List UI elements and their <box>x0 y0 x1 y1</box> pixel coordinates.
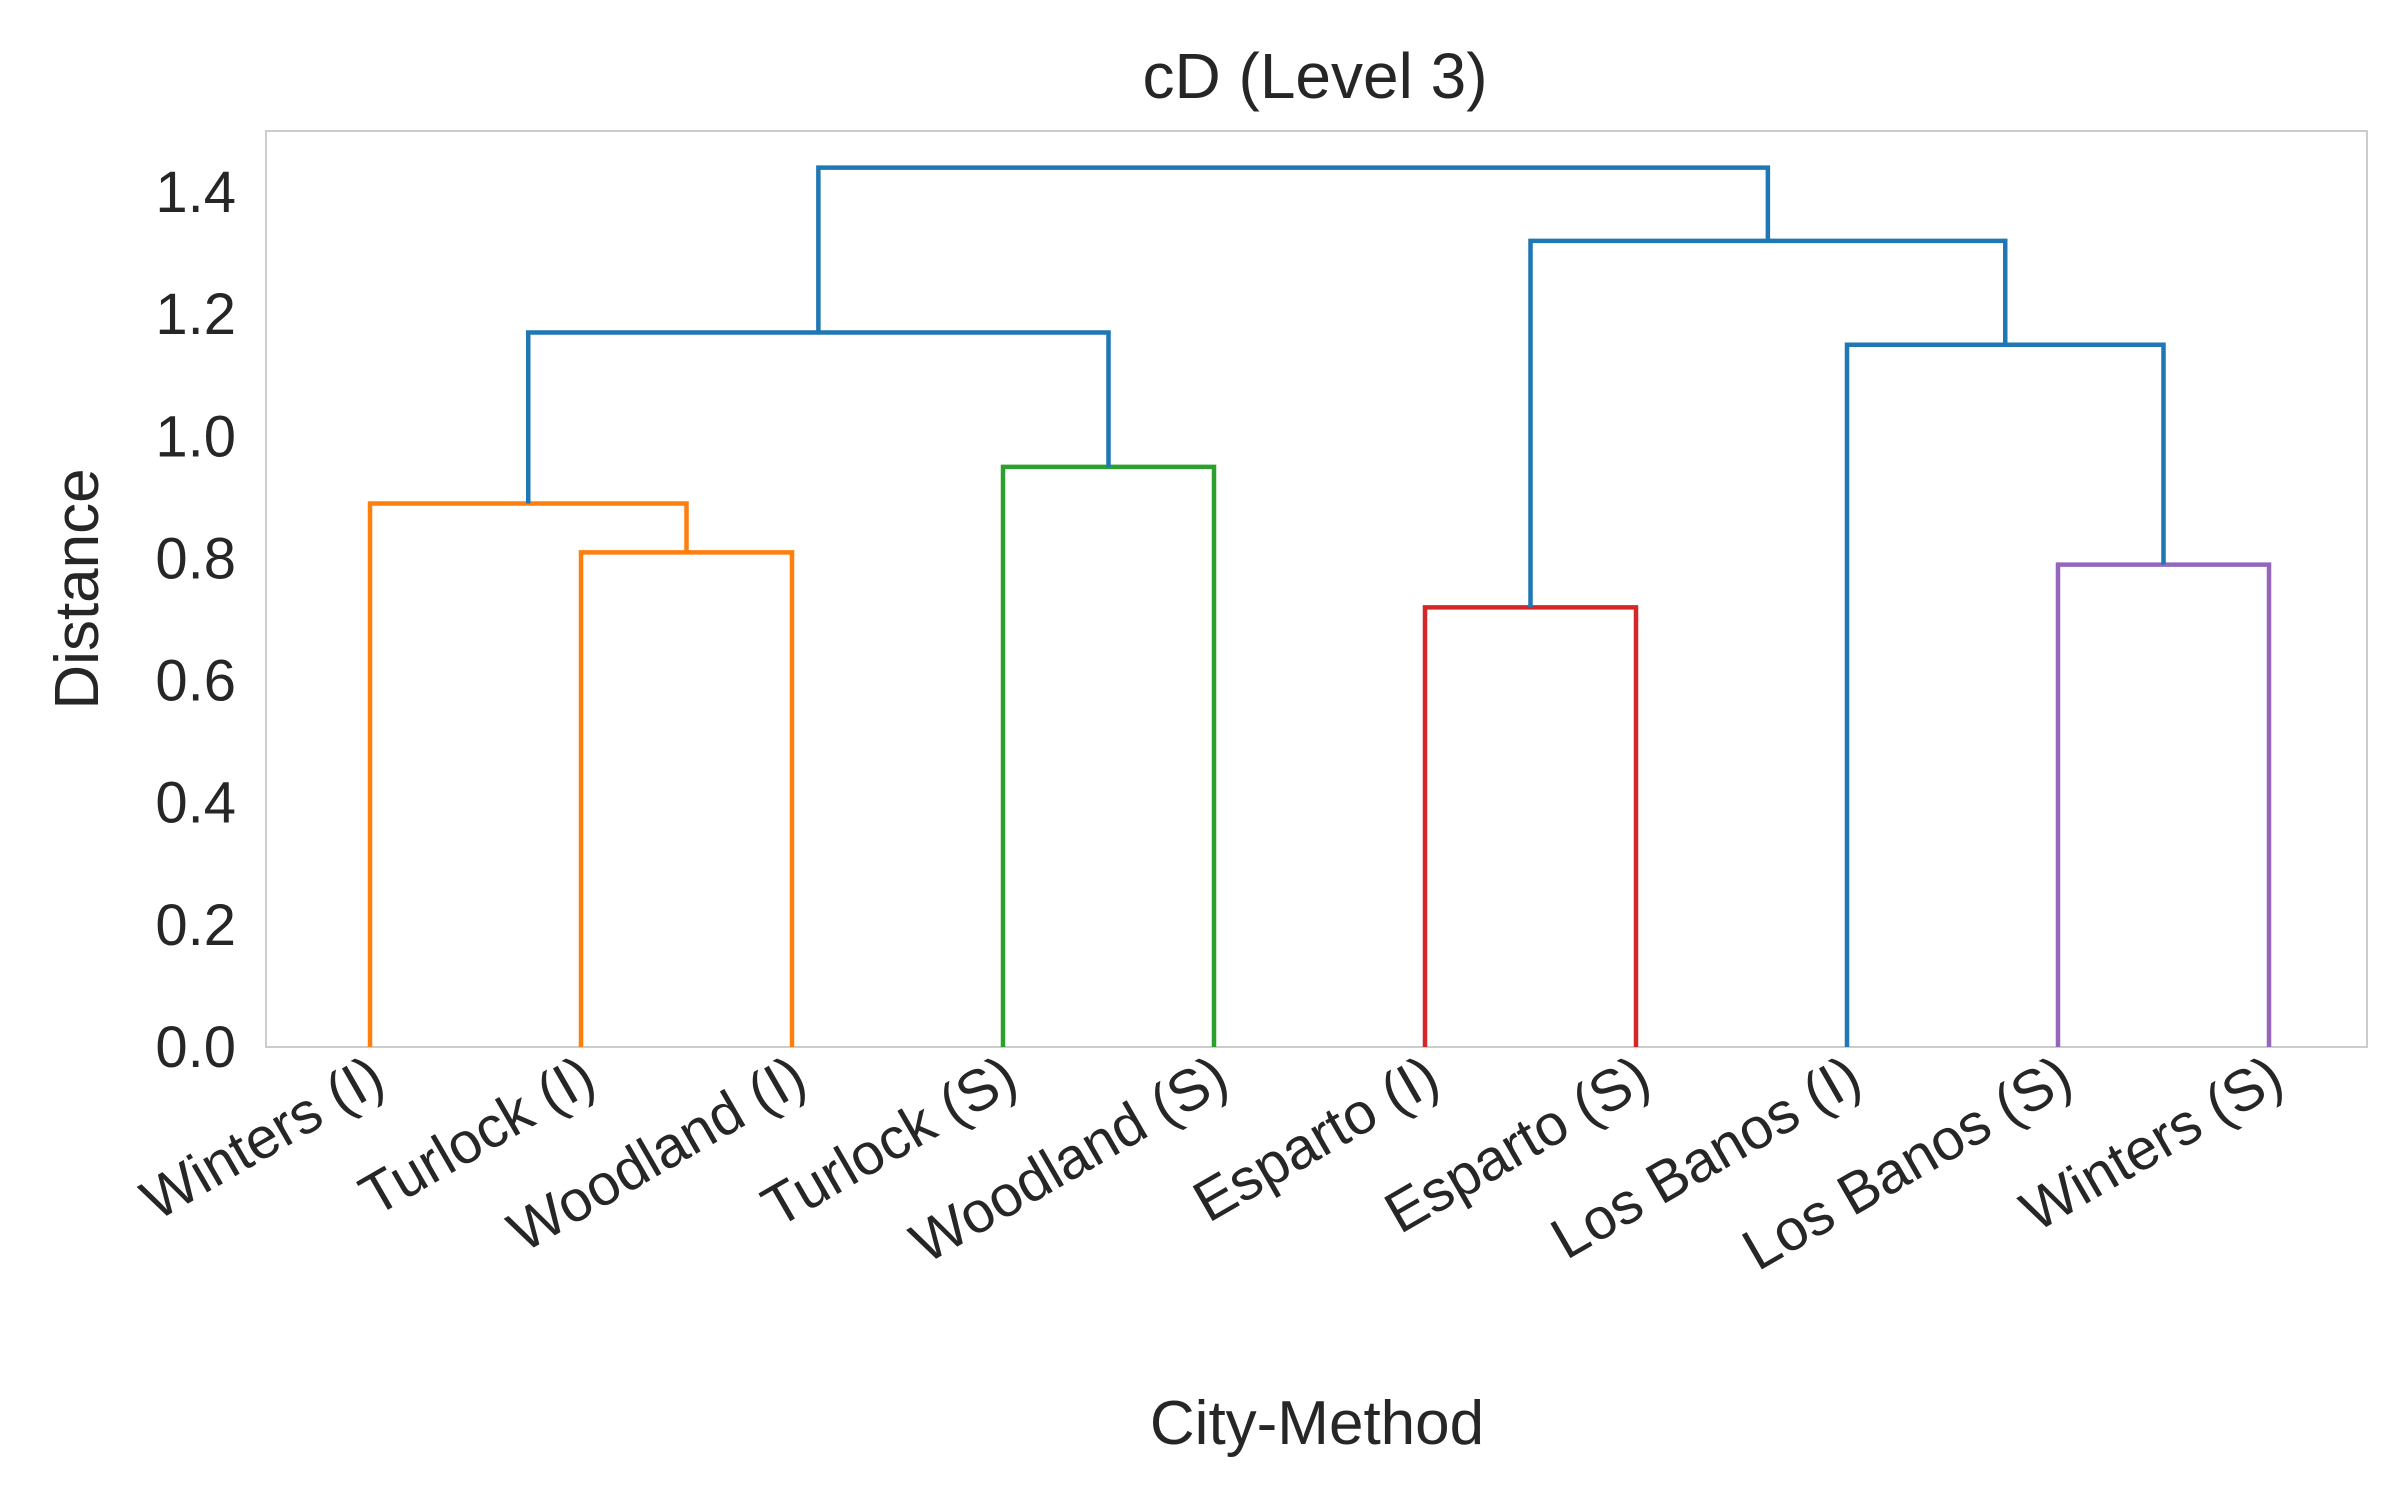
y-tick-label: 1.0 <box>155 404 236 469</box>
y-tick-label: 0.6 <box>155 649 236 714</box>
dendrogram-link <box>2055 562 2272 1047</box>
y-tick-label: 1.2 <box>155 282 236 347</box>
plot-frame <box>265 130 2368 1048</box>
y-tick-label: 0.2 <box>155 893 236 958</box>
dendrogram-links <box>367 165 2272 1047</box>
dendrogram-link <box>526 330 1111 504</box>
y-tick-label: 1.4 <box>155 160 236 225</box>
dendrogram-link <box>578 550 795 1047</box>
y-tick-label: 0.4 <box>155 771 236 836</box>
x-axis-leaf-labels: Winters (I)Turlock (I)Woodland (I)Turloc… <box>130 1043 2293 1283</box>
chart-title: cD (Level 3) <box>1143 40 1488 112</box>
dendrogram-link <box>367 501 689 1047</box>
dendrogram-link <box>1422 605 1639 1047</box>
dendrogram-link <box>1844 342 2166 1047</box>
dendrogram-link <box>1000 464 1217 1047</box>
dendrogram-link <box>816 165 1771 333</box>
y-tick-label: 0.8 <box>155 526 236 591</box>
y-axis-ticks: 0.0 0.2 0.4 0.6 0.8 1.0 1.2 1.4 <box>155 160 236 1080</box>
y-axis-label: Distance <box>43 468 112 709</box>
x-axis-label: City-Method <box>1150 1389 1484 1458</box>
dendrogram-link <box>1528 238 2008 608</box>
y-tick-label: 0.0 <box>155 1015 236 1080</box>
